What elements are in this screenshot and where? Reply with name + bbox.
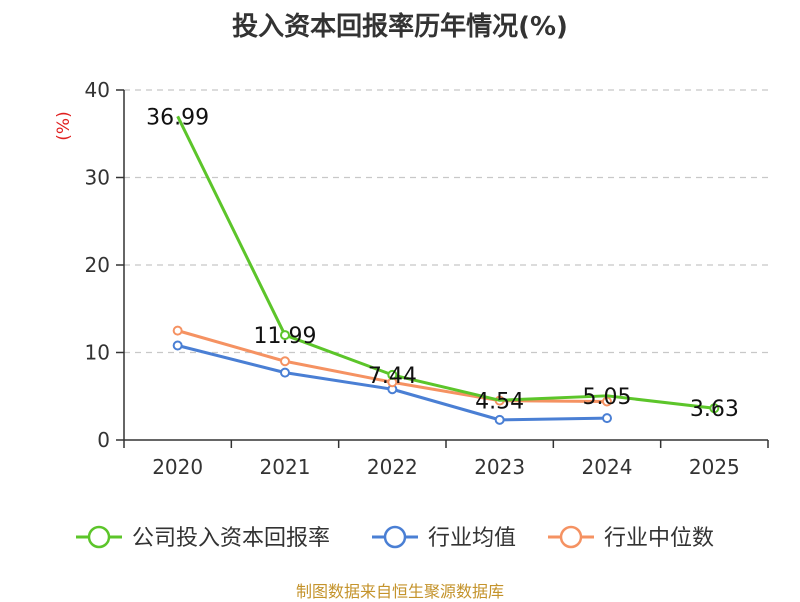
- data-point: [602, 396, 612, 407]
- legend-label: 公司投入资本回报率: [132, 526, 330, 551]
- legend-marker: [559, 525, 583, 549]
- x-tick-label: 2024: [582, 455, 633, 479]
- data-point: [172, 340, 183, 351]
- y-tick-label: 20: [85, 253, 110, 277]
- data-point: [172, 325, 183, 336]
- data-point: [709, 403, 720, 414]
- source-note: 制图数据来自恒生聚源数据库: [295, 582, 504, 601]
- x-tick-label: 2022: [367, 455, 418, 479]
- data-label: 11.99: [254, 324, 317, 349]
- y-tick-label: 30: [85, 166, 110, 190]
- x-tick-label: 2021: [260, 455, 311, 479]
- data-point: [602, 413, 612, 424]
- y-tick-label: 10: [85, 341, 110, 365]
- data-point: [494, 414, 505, 425]
- data-point: [280, 356, 290, 367]
- legend-label: 行业均值: [428, 526, 516, 551]
- data-label: 5.05: [583, 385, 632, 410]
- legend-label: 行业中位数: [604, 526, 714, 551]
- legend-marker: [383, 525, 407, 549]
- y-tick-label: 0: [97, 428, 110, 452]
- data-label: 36.99: [146, 105, 209, 130]
- data-label: 7.44: [368, 364, 417, 389]
- y-axis-label: (%): [54, 111, 74, 140]
- legend-marker: [87, 525, 111, 549]
- x-tick-label: 2023: [474, 455, 525, 479]
- x-tick-label: 2025: [689, 455, 740, 479]
- data-label: 3.63: [690, 397, 739, 422]
- data-point: [387, 369, 398, 380]
- data-point: [280, 330, 290, 341]
- chart-title: 投入资本回报率历年情况(%): [232, 12, 568, 42]
- data-label: 4.54: [475, 389, 524, 414]
- series-line-0: [176, 115, 715, 410]
- data-point: [280, 367, 290, 378]
- y-tick-label: 40: [85, 78, 110, 102]
- x-tick-label: 2020: [152, 455, 203, 479]
